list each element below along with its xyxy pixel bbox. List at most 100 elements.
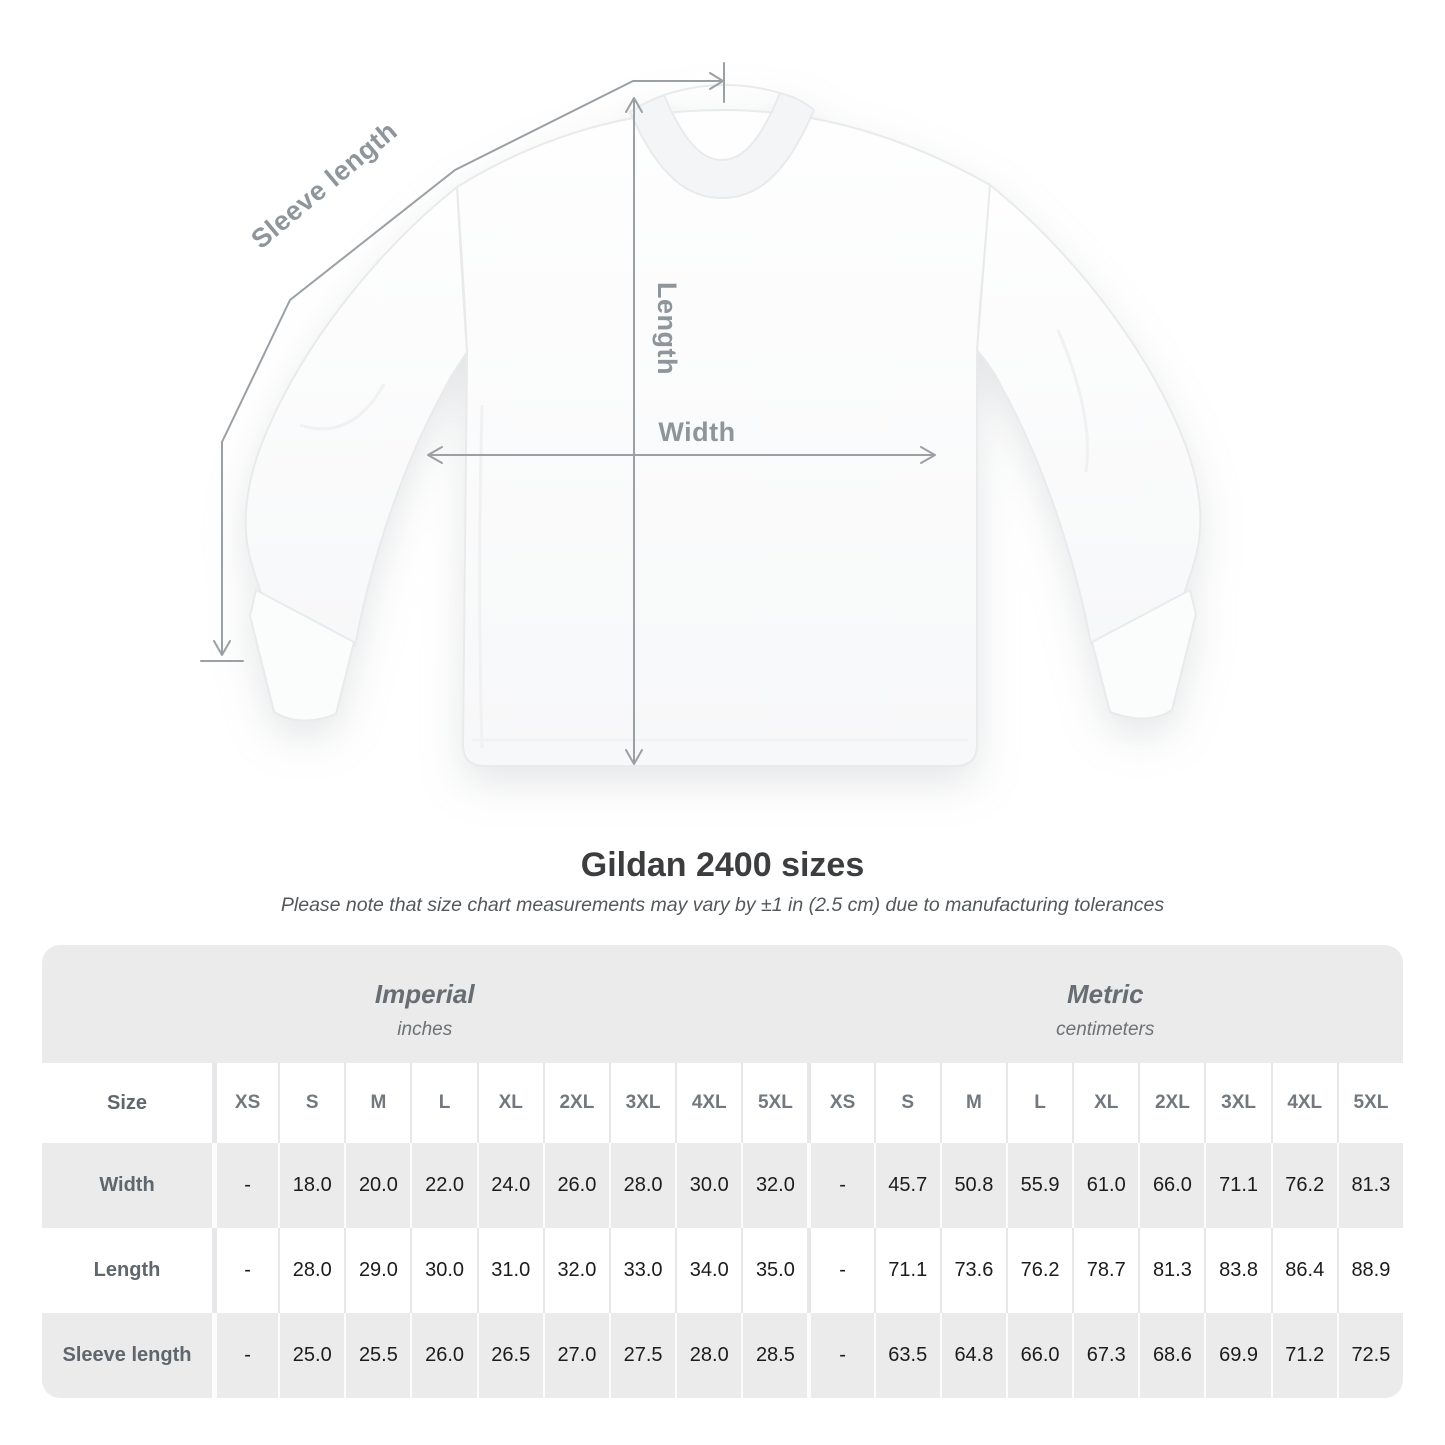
value-cell: - (212, 1143, 279, 1228)
row-label: Sleeve length (42, 1313, 212, 1398)
value-cell: 71.2 (1270, 1313, 1337, 1398)
arrowhead-down (213, 640, 231, 656)
size-header-cell: M (344, 1063, 411, 1143)
value-cell: 28.0 (608, 1143, 676, 1228)
value-cell: 73.6 (939, 1228, 1006, 1313)
value-cell: 61.0 (1072, 1143, 1139, 1228)
value-cell: 64.8 (939, 1313, 1006, 1398)
value-cell: 72.5 (1336, 1313, 1403, 1398)
size-header-cell: 4XL (675, 1063, 742, 1143)
imperial-label: Imperial (374, 979, 475, 1009)
value-cell: 27.5 (608, 1313, 676, 1398)
value-cell: 26.0 (410, 1313, 477, 1398)
metric-label: Metric (1066, 979, 1144, 1009)
shirt-diagram-svg: Sleeve length Length Width (200, 62, 1202, 767)
shirt-measurement-diagram: Sleeve length Length Width (200, 62, 1202, 767)
size-header-cell: 5XL (741, 1063, 808, 1143)
size-table: Imperial inches Metric centimeters Size X… (42, 945, 1403, 1398)
length-arrow: Length (625, 97, 682, 765)
arrowhead-up (625, 97, 643, 113)
size-header-cell: 3XL (608, 1063, 676, 1143)
value-cell: 76.2 (1270, 1143, 1337, 1228)
shirt-left-cuff (248, 588, 356, 722)
size-header-cell: S (873, 1063, 940, 1143)
size-header-cell: L (1005, 1063, 1073, 1143)
width-label: Width (658, 417, 735, 447)
size-table-grid: Size XS S M L XL 2XL 3XL 4XL 5XL XS S M L XL 2XL 3XL 4XL 5… (42, 1063, 1403, 1398)
value-cell: 31.0 (476, 1228, 543, 1313)
value-cell: 83.8 (1204, 1228, 1271, 1313)
value-cell: - (212, 1313, 279, 1398)
value-cell: 27.0 (542, 1313, 609, 1398)
value-cell: 22.0 (410, 1143, 477, 1228)
shirt-right-sleeve (975, 183, 1202, 646)
size-header-cell: L (410, 1063, 477, 1143)
fold-line (478, 404, 484, 749)
value-cell: 28.5 (741, 1313, 808, 1398)
value-cell: 50.8 (939, 1143, 1006, 1228)
value-cell: 34.0 (675, 1228, 742, 1313)
value-cell: 55.9 (1005, 1143, 1073, 1228)
page-subtitle: Please note that size chart measurements… (280, 894, 1165, 916)
imperial-unit-label: inches (397, 1019, 453, 1040)
size-header-cell: 4XL (1270, 1063, 1337, 1143)
value-cell: 35.0 (741, 1228, 808, 1313)
shirt-illustration (244, 83, 1202, 767)
page-title: Gildan 2400 sizes (580, 846, 865, 884)
value-cell: - (212, 1228, 279, 1313)
value-cell: 24.0 (476, 1143, 543, 1228)
value-cell: 71.1 (1204, 1143, 1271, 1228)
value-cell: 81.3 (1336, 1143, 1403, 1228)
value-cell: 76.2 (1005, 1228, 1073, 1313)
size-header-cell: M (939, 1063, 1006, 1143)
shirt-back-collar (663, 83, 781, 96)
metric-unit-label: centimeters (1056, 1019, 1155, 1040)
value-cell: 20.0 (344, 1143, 411, 1228)
size-header-cell: 2XL (1138, 1063, 1205, 1143)
value-cell: - (807, 1143, 874, 1228)
fold-line (1056, 329, 1090, 473)
value-cell: 45.7 (873, 1143, 940, 1228)
length-label: Length (652, 282, 682, 375)
value-cell: 28.0 (278, 1228, 345, 1313)
value-cell: 26.5 (476, 1313, 543, 1398)
row-label: Length (42, 1228, 212, 1313)
unit-header-row: Imperial inches Metric centimeters (42, 945, 1403, 1063)
shirt-collar (628, 91, 816, 200)
imperial-unit-group: Imperial inches (42, 945, 808, 1063)
value-cell: 78.7 (1072, 1228, 1139, 1313)
value-cell: 25.5 (344, 1313, 411, 1398)
value-cell: - (807, 1228, 874, 1313)
value-cell: 30.0 (675, 1143, 742, 1228)
value-cell: - (807, 1313, 874, 1398)
row-label: Width (42, 1143, 212, 1228)
size-header-cell: 5XL (1336, 1063, 1403, 1143)
sleeve-length-label: Sleeve length (245, 116, 403, 255)
value-cell: 63.5 (873, 1313, 940, 1398)
size-header-cell: XS (212, 1063, 279, 1143)
value-cell: 71.1 (873, 1228, 940, 1313)
value-cell: 33.0 (608, 1228, 676, 1313)
value-cell: 86.4 (1270, 1228, 1337, 1313)
value-cell: 88.9 (1336, 1228, 1403, 1313)
value-cell: 26.0 (542, 1143, 609, 1228)
value-cell: 28.0 (675, 1313, 742, 1398)
size-header-cell: 2XL (542, 1063, 609, 1143)
value-cell: 66.0 (1138, 1143, 1205, 1228)
size-column-header: Size (42, 1063, 212, 1143)
size-header-cell: 3XL (1204, 1063, 1271, 1143)
arrowhead-left (427, 446, 443, 464)
value-cell: 32.0 (542, 1228, 609, 1313)
value-cell: 67.3 (1072, 1313, 1139, 1398)
value-cell: 30.0 (410, 1228, 477, 1313)
size-header-cell: XL (1072, 1063, 1139, 1143)
value-cell: 18.0 (278, 1143, 345, 1228)
size-header-cell: S (278, 1063, 345, 1143)
value-cell: 66.0 (1005, 1313, 1073, 1398)
value-cell: 81.3 (1138, 1228, 1205, 1313)
value-cell: 32.0 (741, 1143, 808, 1228)
arrowhead-down (625, 749, 643, 765)
size-header-cell: XL (476, 1063, 543, 1143)
value-cell: 68.6 (1138, 1313, 1205, 1398)
shirt-right-cuff (1090, 588, 1198, 720)
